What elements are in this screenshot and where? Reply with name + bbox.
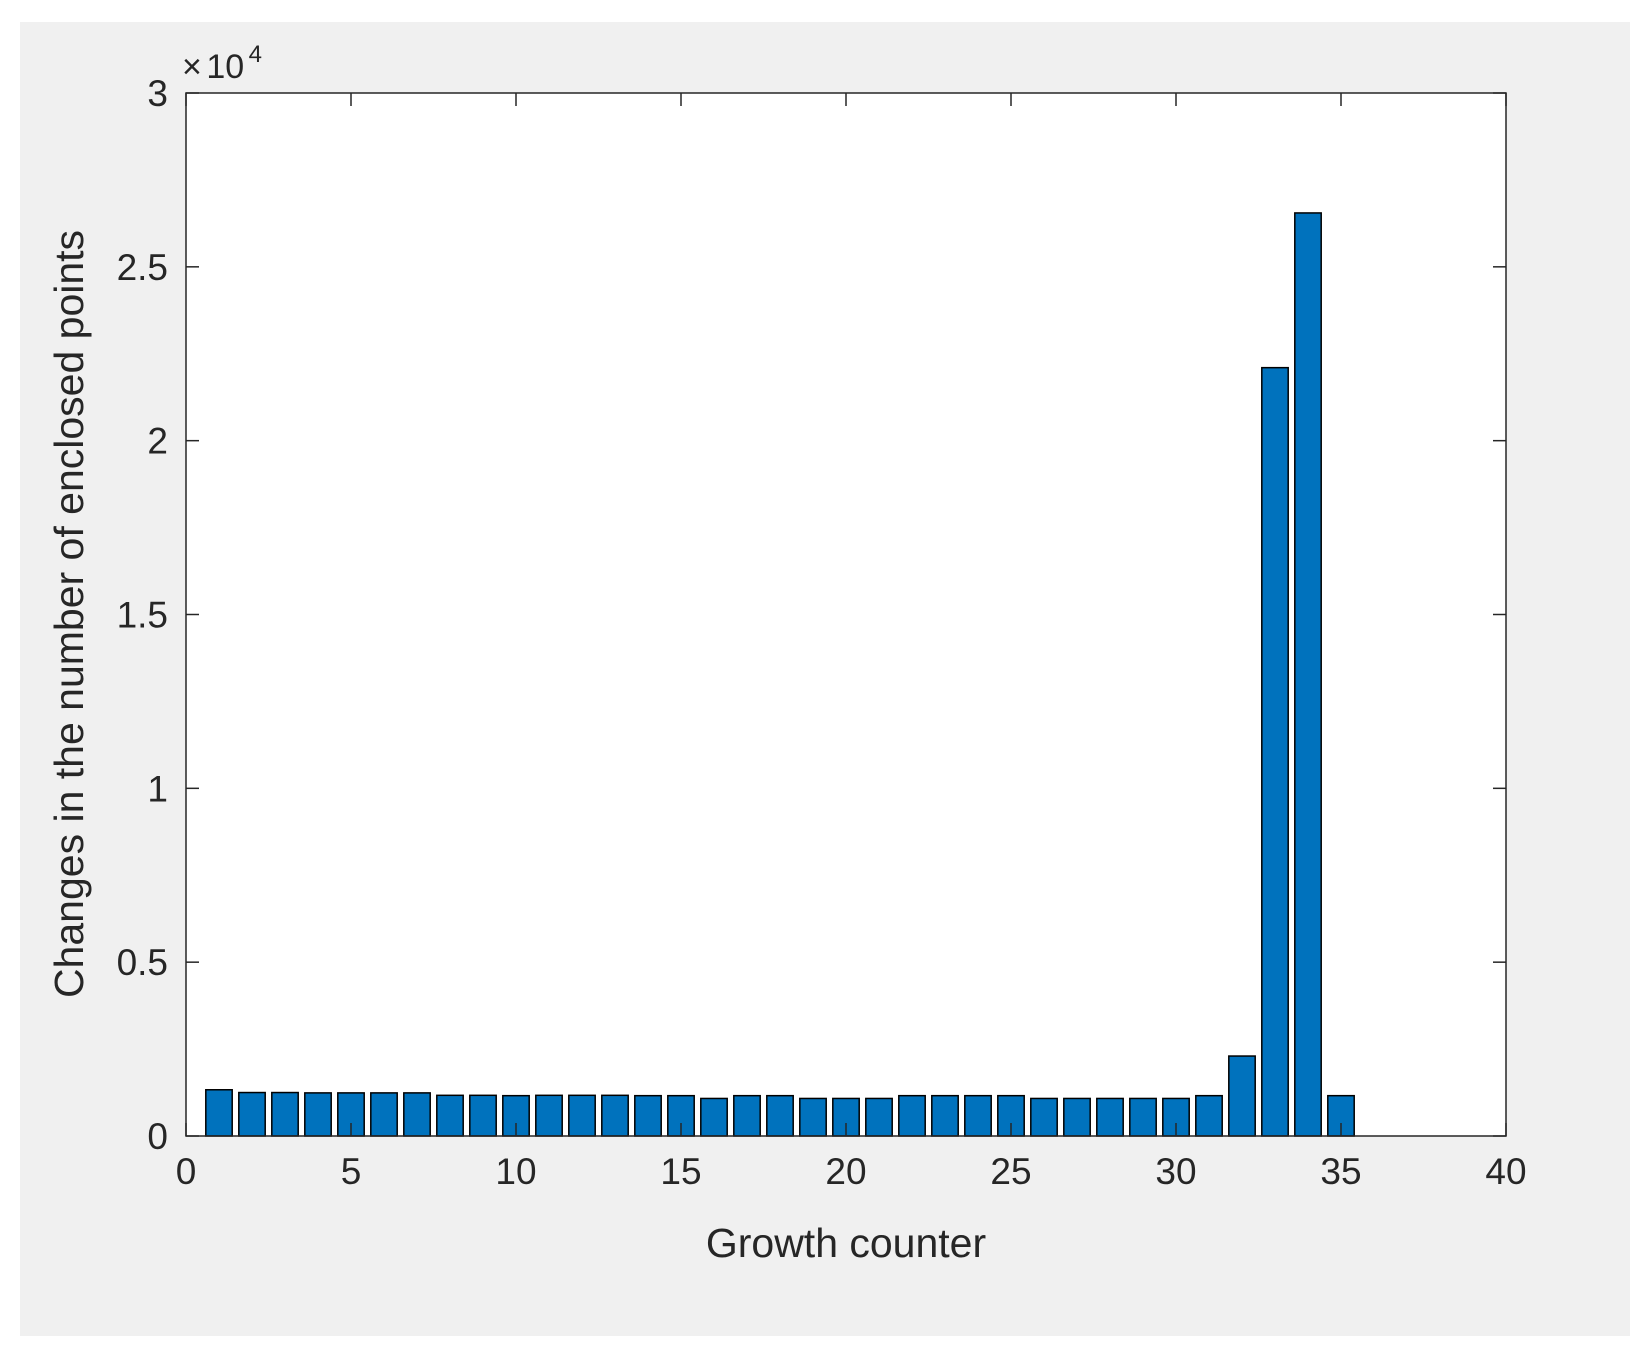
bar <box>1228 1055 1256 1137</box>
exponent-times: × <box>182 48 202 86</box>
bar <box>1063 1097 1091 1137</box>
x-tick-label: 5 <box>341 1151 362 1192</box>
bar <box>568 1094 596 1137</box>
bar <box>370 1092 398 1137</box>
bars-layer <box>205 212 1355 1137</box>
x-tick-label: 15 <box>660 1151 701 1192</box>
y-tick-label: 2.5 <box>117 247 168 288</box>
bar <box>1096 1097 1124 1137</box>
bar <box>535 1094 563 1137</box>
bar <box>964 1094 992 1137</box>
bar <box>403 1092 431 1137</box>
figure-background: 0 5 10 15 20 25 30 35 40 0 0.5 1 1.5 2 2.5 3 Growth cou… <box>20 22 1630 1336</box>
bar <box>436 1094 464 1137</box>
bar <box>766 1094 794 1137</box>
bar <box>865 1097 893 1137</box>
y-tick-label: 2 <box>147 421 168 462</box>
bar <box>601 1094 629 1137</box>
exponent-base: 10 <box>206 48 244 86</box>
bar <box>271 1091 299 1137</box>
bar <box>205 1089 233 1137</box>
axes-layer <box>185 92 1507 1137</box>
x-tick-label: 25 <box>990 1151 1031 1192</box>
bar <box>898 1094 926 1137</box>
y-tick-label: 1 <box>147 768 168 809</box>
x-tick-label: 20 <box>825 1151 866 1192</box>
bar <box>1195 1094 1223 1137</box>
bar <box>700 1097 728 1137</box>
y-tick-label: 1.5 <box>117 595 168 636</box>
x-tick-label: 35 <box>1320 1151 1361 1192</box>
y-exponent-label: × 10 4 <box>182 41 262 86</box>
x-axis-title: Growth counter <box>706 1220 986 1266</box>
bar <box>1129 1097 1157 1137</box>
bar <box>799 1097 827 1137</box>
bar <box>1294 212 1322 1137</box>
x-tick-label: 40 <box>1485 1151 1526 1192</box>
x-tick-label: 30 <box>1155 1151 1196 1192</box>
bar <box>469 1094 497 1137</box>
x-tick-label: 10 <box>495 1151 536 1192</box>
y-tick-label: 0 <box>147 1116 168 1157</box>
bar <box>304 1092 332 1137</box>
bar <box>733 1094 761 1137</box>
y-tick-label: 3 <box>147 73 168 114</box>
bar <box>1261 366 1289 1137</box>
y-tick-label: 0.5 <box>117 942 168 983</box>
bar <box>238 1091 266 1137</box>
y-axis-title: Changes in the number of enclosed points <box>46 230 92 998</box>
bar <box>931 1094 959 1137</box>
exponent-power: 4 <box>249 41 262 68</box>
bar <box>1030 1097 1058 1137</box>
x-tick-label: 0 <box>176 1151 197 1192</box>
bar <box>634 1094 662 1137</box>
bar-chart: 0 5 10 15 20 25 30 35 40 0 0.5 1 1.5 2 2.5 3 Growth cou… <box>46 41 1527 1266</box>
labels-layer: 0 5 10 15 20 25 30 35 40 0 0.5 1 1.5 2 2.5 3 <box>117 73 1527 1192</box>
